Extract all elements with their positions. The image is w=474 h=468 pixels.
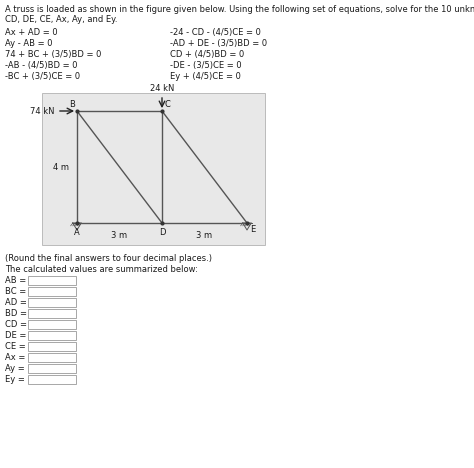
Text: 74 kN: 74 kN [30,107,55,116]
Text: A truss is loaded as shown in the figure given below. Using the following set of: A truss is loaded as shown in the figure… [5,5,474,14]
Text: 3 m: 3 m [111,231,128,240]
Text: The calculated values are summarized below:: The calculated values are summarized bel… [5,265,198,274]
Text: A: A [74,228,80,237]
Bar [28,298,76,307]
Text: CD, DE, CE, Ax, Ay, and Ey.: CD, DE, CE, Ax, Ay, and Ey. [5,15,118,24]
Text: 24 kN: 24 kN [150,84,174,93]
Bar [28,375,76,383]
Text: (Round the final answers to four decimal places.): (Round the final answers to four decimal… [5,254,212,263]
Text: B: B [69,100,75,109]
Text: CE =: CE = [5,342,26,351]
Text: -AB - (4/5)BD = 0: -AB - (4/5)BD = 0 [5,61,78,70]
Text: 4 m: 4 m [53,162,69,171]
Text: AD =: AD = [5,298,27,307]
Bar [28,320,76,329]
Text: Ay - AB = 0: Ay - AB = 0 [5,39,53,48]
Bar [28,364,76,373]
Bar [28,309,76,317]
Text: DE =: DE = [5,331,27,340]
Text: Ay =: Ay = [5,364,25,373]
Text: AB =: AB = [5,276,26,285]
Text: CD + (4/5)BD = 0: CD + (4/5)BD = 0 [170,50,244,59]
Text: -24 - CD - (4/5)CE = 0: -24 - CD - (4/5)CE = 0 [170,28,261,37]
Text: D: D [159,228,165,237]
Bar [28,342,76,351]
Text: Ey =: Ey = [5,375,25,384]
Text: CD =: CD = [5,320,27,329]
Text: Ax =: Ax = [5,353,26,362]
Text: C: C [165,100,171,109]
Text: BD =: BD = [5,309,27,318]
Text: BC =: BC = [5,287,26,296]
Bar [28,276,76,285]
Text: Ax + AD = 0: Ax + AD = 0 [5,28,58,37]
Bar [42,93,265,245]
Text: 3 m: 3 m [196,231,212,240]
Bar [28,331,76,339]
Bar [28,287,76,295]
Text: E: E [250,225,255,234]
Text: -AD + DE - (3/5)BD = 0: -AD + DE - (3/5)BD = 0 [170,39,267,48]
Text: 74 + BC + (3/5)BD = 0: 74 + BC + (3/5)BD = 0 [5,50,101,59]
Text: -BC + (3/5)CE = 0: -BC + (3/5)CE = 0 [5,72,80,81]
Text: -DE - (3/5)CE = 0: -DE - (3/5)CE = 0 [170,61,242,70]
Text: Ey + (4/5)CE = 0: Ey + (4/5)CE = 0 [170,72,241,81]
Bar [28,353,76,361]
